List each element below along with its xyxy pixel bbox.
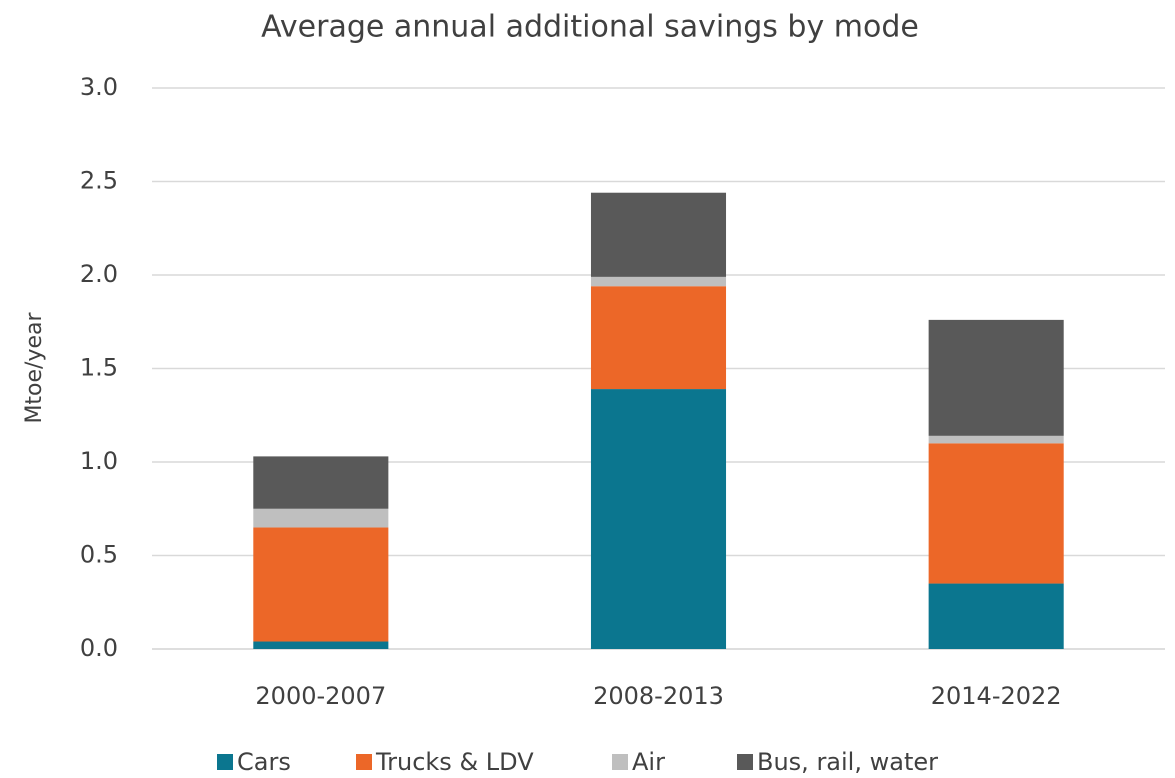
legend-swatch (356, 754, 372, 770)
y-axis-title: Mtoe/year (22, 312, 47, 424)
bar-segment (253, 456, 389, 509)
y-tick-label: 2.0 (80, 260, 118, 288)
y-tick-label: 0.0 (80, 634, 118, 662)
x-tick-label: 2014-2022 (931, 682, 1062, 710)
y-tick-label: 1.0 (80, 447, 118, 475)
legend-swatch (217, 754, 233, 770)
bar-segment (928, 319, 1064, 436)
bar-segment (928, 443, 1064, 584)
bar-segment (590, 389, 727, 649)
y-tick-label: 2.5 (80, 167, 118, 195)
bar-segment (253, 641, 389, 649)
bar-segment (253, 527, 389, 642)
legend-swatch (737, 754, 753, 770)
bar-segment (590, 276, 727, 287)
legend-label: Bus, rail, water (757, 748, 938, 776)
x-tick-label: 2000-2007 (255, 682, 386, 710)
legend-label: Cars (237, 748, 291, 776)
legend-label: Air (632, 748, 665, 776)
bar-segment (928, 435, 1064, 444)
y-tick-label: 3.0 (80, 73, 118, 101)
bar-segment (928, 583, 1064, 649)
y-tick-label: 0.5 (80, 541, 118, 569)
legend-swatch (612, 754, 628, 770)
x-tick-label: 2008-2013 (593, 682, 724, 710)
bar-segment (590, 192, 727, 277)
bar-segment (590, 286, 727, 390)
legend-label: Trucks & LDV (375, 748, 534, 776)
chart-title: Average annual additional savings by mod… (261, 10, 919, 45)
bar-segment (253, 508, 389, 528)
y-tick-label: 1.5 (80, 354, 118, 382)
